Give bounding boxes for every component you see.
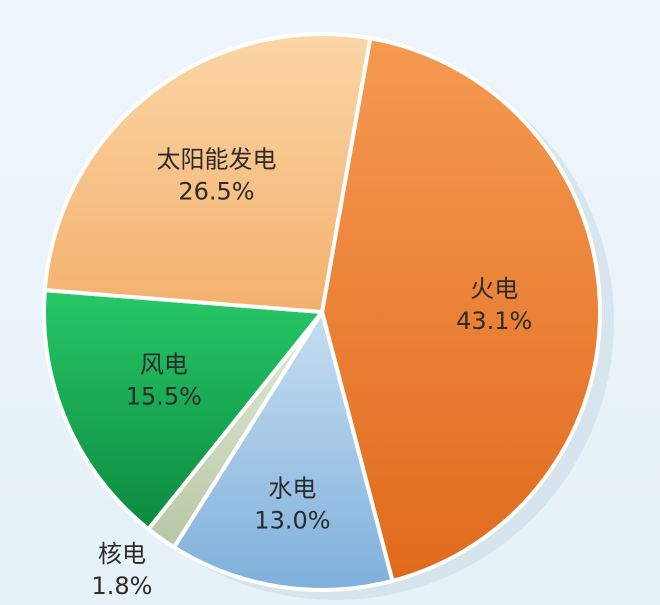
slice-label-value-2: 1.8% — [92, 572, 153, 600]
slice-label-value-1: 13.0% — [254, 506, 330, 534]
pie-slice-1 — [172, 310, 395, 592]
pie-slices — [42, 32, 602, 592]
slice-label-name-3: 风电 — [140, 351, 188, 379]
slice-label-name-1: 水电 — [268, 474, 316, 502]
pie-slice-4 — [42, 32, 373, 314]
slice-label-value-4: 26.5% — [178, 178, 254, 206]
slice-label-name-4: 太阳能发电 — [156, 146, 276, 174]
pie-slice-0 — [320, 36, 602, 583]
slice-label-name-0: 火电 — [470, 275, 518, 303]
pie-slice-3 — [42, 288, 324, 532]
slice-label-value-0: 43.1% — [456, 307, 532, 335]
pie-labels: 火电 43.1% 水电 13.0% 核电 1.8% 风电 15.5% 太阳能发电 26.5% — [92, 146, 533, 600]
slice-label-name-2: 核电 — [98, 540, 146, 568]
slice-label-value-3: 15.5% — [126, 383, 202, 411]
